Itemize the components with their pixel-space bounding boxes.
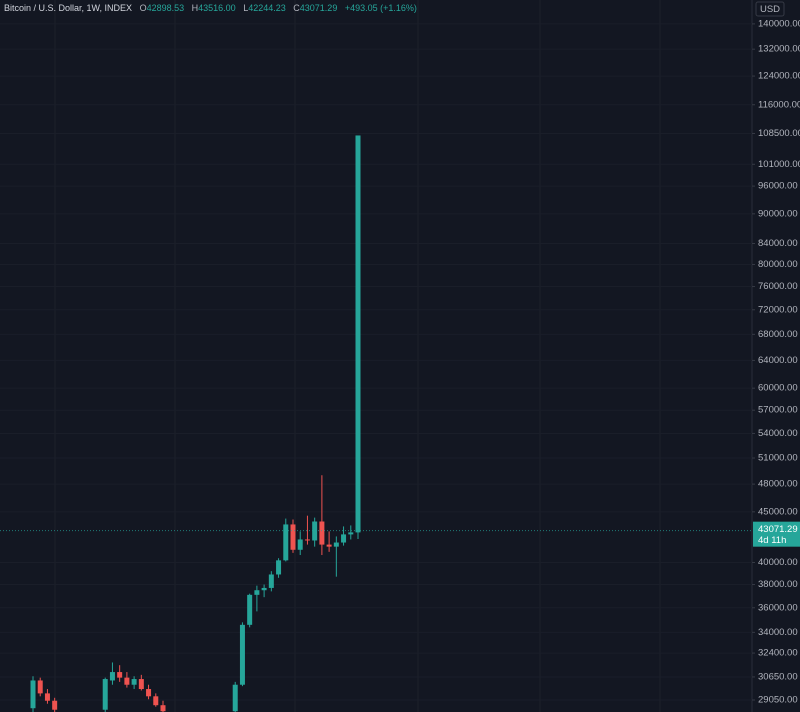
- currency-box[interactable]: [755, 1, 785, 17]
- candle-body: [283, 524, 289, 561]
- candle-body: [160, 705, 166, 712]
- y-tick-label: 40000.00: [758, 557, 798, 568]
- y-tick-label: 36000.00: [758, 602, 798, 613]
- currency: USD: [760, 4, 780, 15]
- candle-body: [276, 560, 282, 575]
- candle-body: [326, 544, 332, 547]
- y-tick-label: 57000.00: [758, 405, 798, 416]
- y-tick-label: 72000.00: [758, 304, 798, 315]
- y-tick-label: 80000.00: [758, 259, 798, 270]
- candle-body: [355, 135, 361, 533]
- candle-body: [117, 672, 123, 678]
- candle-body: [124, 677, 130, 685]
- y-tick-label: 32400.00: [758, 648, 798, 659]
- candle-body: [52, 700, 58, 710]
- ohlc-open: 42898.53: [146, 3, 185, 13]
- candle-body: [232, 684, 238, 712]
- ohlc-high: 43516.00: [198, 3, 236, 13]
- candle-body: [131, 679, 137, 685]
- candle-body: [146, 689, 152, 697]
- y-tick-label: 34000.00: [758, 627, 798, 638]
- y-tick-label: 64000.00: [758, 355, 798, 366]
- y-tick-label: 116000.00: [758, 99, 800, 110]
- candle-body: [44, 693, 50, 701]
- countdown-label: 4d 11h: [758, 535, 786, 546]
- y-tick-label: 132000.00: [758, 44, 800, 55]
- candle-body: [348, 532, 354, 535]
- candle-body: [30, 680, 36, 709]
- y-tick-label: 30650.00: [758, 671, 798, 682]
- y-tick-label: 124000.00: [758, 71, 800, 82]
- candle-body: [297, 539, 303, 550]
- candle-body: [247, 594, 253, 625]
- candle-body: [304, 539, 310, 541]
- y-tick-label: 76000.00: [758, 281, 798, 292]
- y-tick-label: 54000.00: [758, 428, 798, 439]
- y-tick-label: 38000.00: [758, 579, 798, 590]
- y-tick-label: 90000.00: [758, 208, 798, 219]
- candle-body: [268, 574, 274, 588]
- candle-body: [333, 542, 339, 547]
- ohlc-key: L: [243, 3, 249, 13]
- ohlc-key: O: [139, 3, 147, 13]
- symbol-title: Bitcoin / U.S. Dollar, 1W, INDEX: [4, 3, 133, 13]
- last-price-box: [753, 521, 800, 547]
- candle-body: [312, 521, 318, 541]
- ohlc-low: 42244.23: [248, 3, 286, 13]
- candle-body: [138, 679, 144, 690]
- last-price-label: 43071.29: [758, 524, 798, 535]
- price-axis-bg: [752, 0, 800, 712]
- candle-body: [239, 624, 245, 685]
- candle-body: [102, 679, 108, 710]
- ohlc-key: H: [191, 3, 199, 13]
- ohlc-close: 43071.29: [299, 3, 338, 13]
- ohlc-key: C: [293, 3, 300, 13]
- y-tick-label: 51000.00: [758, 453, 798, 464]
- candle-body: [254, 590, 260, 595]
- y-tick-label: 29050.00: [758, 695, 798, 706]
- y-tick-label: 84000.00: [758, 238, 798, 249]
- legend: Bitcoin / U.S. Dollar, 1W, INDEX O42898.…: [4, 3, 417, 13]
- y-tick-label: 108500.00: [758, 128, 800, 139]
- y-tick-label: 140000.00: [758, 18, 800, 29]
- candle-body: [109, 672, 115, 681]
- y-tick-label: 68000.00: [758, 329, 798, 340]
- y-tick-label: 45000.00: [758, 506, 798, 517]
- candle-body: [37, 680, 43, 694]
- candle-body: [261, 587, 267, 591]
- candle-body: [153, 696, 159, 706]
- y-tick-label: 48000.00: [758, 479, 798, 490]
- ohlc-change: +493.05 (+1.16%): [344, 3, 417, 13]
- y-tick-label: 96000.00: [758, 181, 798, 192]
- candle-body: [290, 524, 296, 550]
- y-tick-label: 101000.00: [758, 159, 800, 170]
- candle-body: [341, 534, 347, 543]
- candle-body: [319, 521, 325, 545]
- y-tick-label: 60000.00: [758, 383, 798, 394]
